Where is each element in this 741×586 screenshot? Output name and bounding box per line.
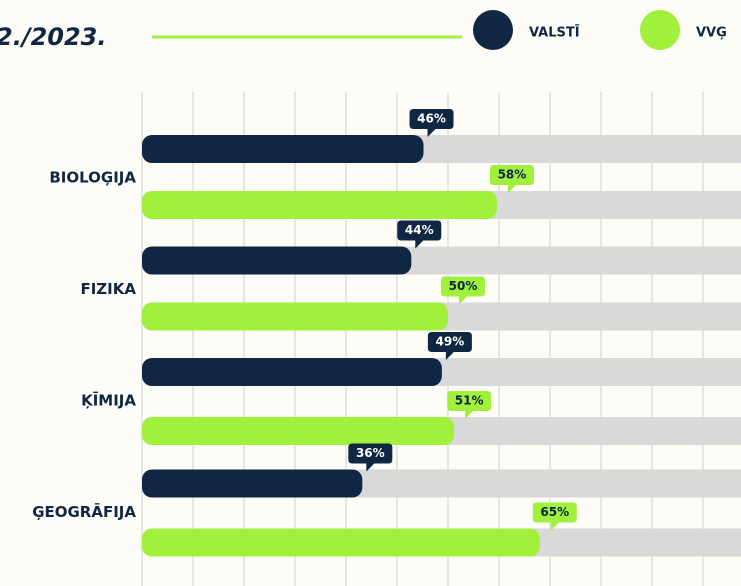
value-label-bubble [441,276,485,305]
category-label: BIOLOĢIJA [49,169,136,187]
bar [142,135,424,163]
bar [142,246,412,275]
bar [142,302,448,331]
bar [142,417,455,445]
value-label: 44% [405,223,434,237]
category-label: ĢEOGRĀFIJA [32,501,136,521]
value-label: 65% [540,505,569,519]
value-label: 58% [498,168,527,182]
value-label: 36% [356,446,385,460]
bar [142,469,363,498]
value-label: 51% [455,394,484,408]
category-label: ĶĪMIJA [81,390,136,410]
value-label-bubble [409,109,454,137]
value-label-bubble [489,165,534,193]
legend-swatch [473,10,513,50]
bar [142,528,540,557]
value-label-bubble [348,443,393,472]
bar [142,191,497,219]
category-label: FIZIKA [80,280,136,298]
value-label: 46% [417,112,446,126]
value-label-bubble [397,220,442,249]
legend-swatch [640,10,680,50]
value-label: 49% [436,335,465,349]
value-label: 50% [449,279,478,293]
bar [142,358,442,386]
legend-label: VVĢ [696,26,727,41]
value-label-bubble [532,502,577,531]
chart-title: 2./2023. [0,23,107,51]
legend-label: VALSTĪ [529,26,580,41]
value-label-bubble [427,332,472,360]
value-label-bubble [447,391,492,419]
